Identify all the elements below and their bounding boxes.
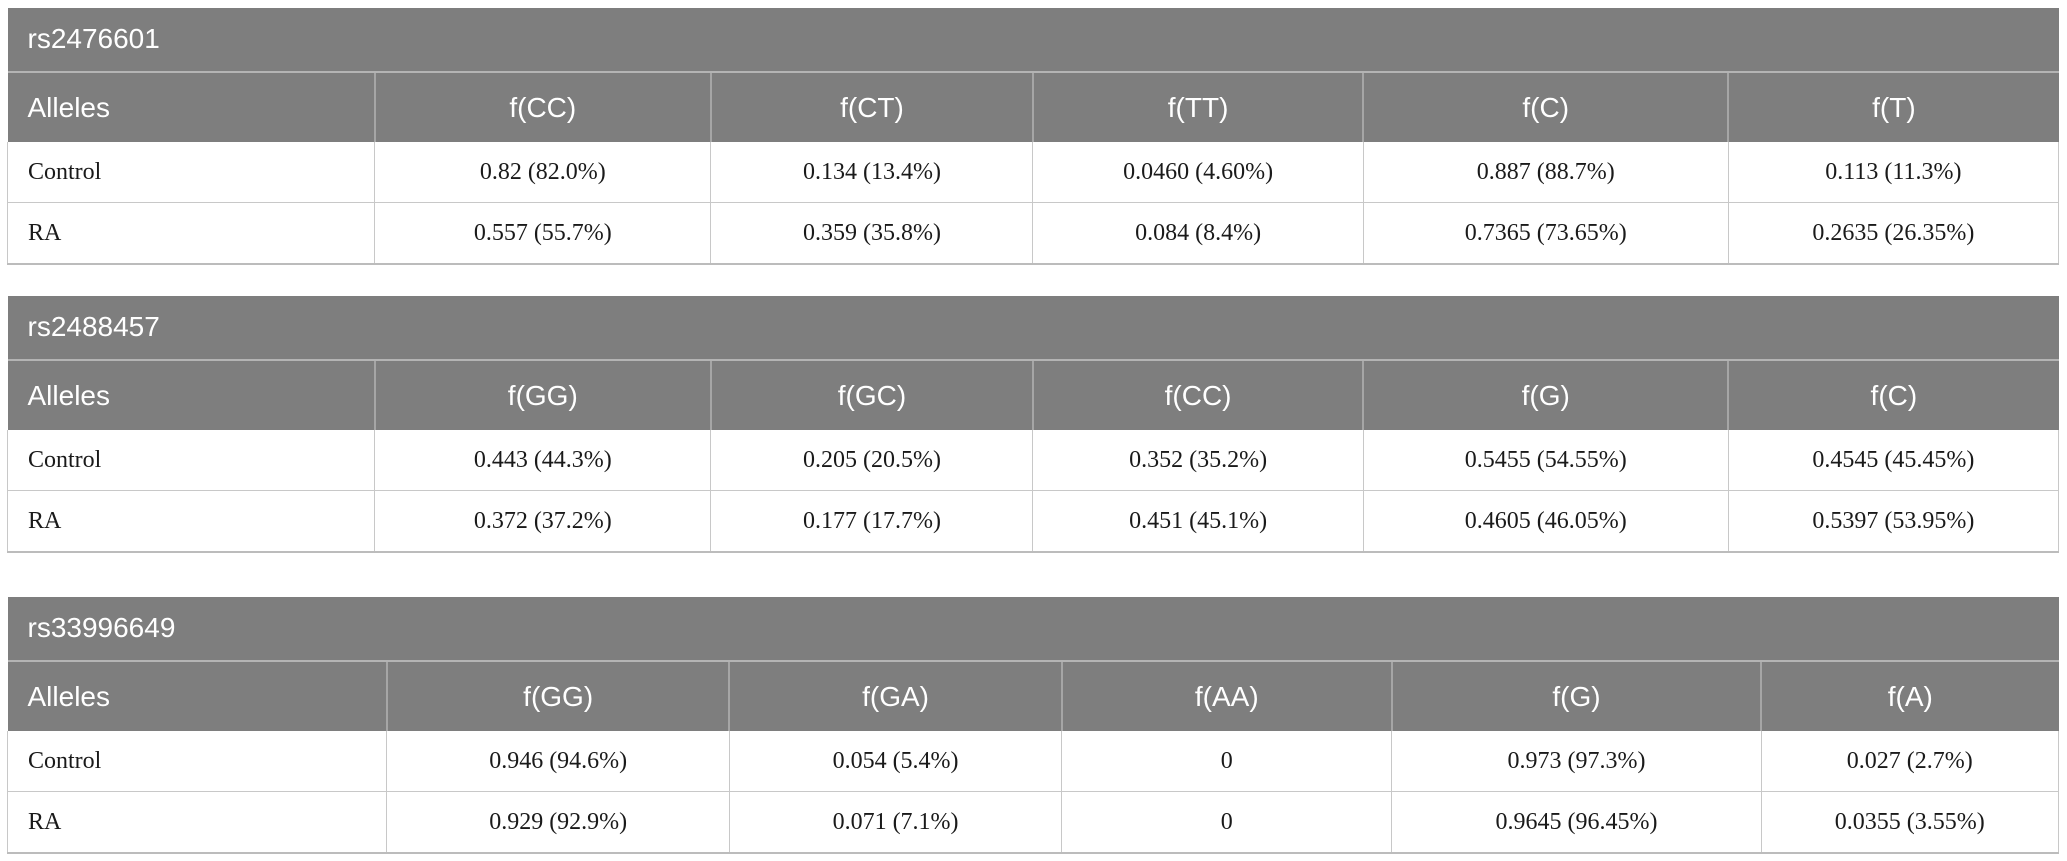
table-row-control: Control 0.946 (94.6%) 0.054 (5.4%) 0 0.9… [6, 731, 2060, 792]
data-cell: 0.027 (2.7%) [1760, 731, 2060, 792]
frequency-table-rs2476601: rs2476601 Alleles f(CC) f(CT) f(TT) f(C)… [6, 8, 2060, 265]
column-header: f(GA) [728, 661, 1062, 731]
data-cell: 0.359 (35.8%) [710, 202, 1034, 265]
column-header: f(GG) [385, 661, 730, 731]
data-cell: 0.82 (82.0%) [374, 142, 712, 203]
data-cell: 0.372 (37.2%) [374, 490, 712, 553]
column-header: f(G) [1362, 360, 1729, 430]
data-cell: 0.205 (20.5%) [710, 430, 1034, 491]
data-cell: 0.451 (45.1%) [1032, 490, 1364, 553]
column-header: f(AA) [1060, 661, 1392, 731]
data-cell: 0.4545 (45.45%) [1727, 430, 2060, 491]
column-header: f(CT) [709, 72, 1033, 142]
data-cell: 0.054 (5.4%) [728, 731, 1063, 792]
column-header: f(TT) [1031, 72, 1364, 142]
data-cell: 0.177 (17.7%) [710, 490, 1034, 553]
column-header-alleles: Alleles [7, 72, 375, 142]
row-label: Control [6, 430, 376, 491]
data-cell: 0.0355 (3.55%) [1760, 791, 2060, 854]
column-header: f(A) [1760, 661, 2059, 731]
column-header: f(C) [1727, 360, 2059, 430]
data-cell: 0.4605 (46.05%) [1362, 490, 1729, 553]
data-cell: 0 [1061, 791, 1393, 854]
data-cell: 0.0460 (4.60%) [1032, 142, 1364, 203]
table-row-control: Control 0.443 (44.3%) 0.205 (20.5%) 0.35… [6, 430, 2060, 491]
frequency-table-rs2488457: rs2488457 Alleles f(GG) f(GC) f(CC) f(G)… [6, 296, 2060, 553]
row-label: Control [6, 731, 388, 792]
table-row-ra: RA 0.929 (92.9%) 0.071 (7.1%) 0 0.9645 (… [6, 791, 2060, 854]
column-header: f(CC) [1031, 360, 1364, 430]
data-cell: 0.946 (94.6%) [386, 731, 730, 792]
table-title: rs33996649 [7, 597, 2059, 662]
table-title-row: rs2476601 [7, 8, 2059, 73]
column-header-alleles: Alleles [7, 360, 375, 430]
row-label: RA [6, 202, 376, 265]
table-row-ra: RA 0.557 (55.7%) 0.359 (35.8%) 0.084 (8.… [6, 202, 2060, 265]
row-label: RA [6, 490, 376, 553]
table-header-row: Alleles f(CC) f(CT) f(TT) f(C) f(T) [7, 72, 2059, 142]
column-header: f(C) [1362, 72, 1729, 142]
table-header-row: Alleles f(GG) f(GC) f(CC) f(G) f(C) [7, 360, 2059, 430]
data-cell: 0.443 (44.3%) [374, 430, 712, 491]
table-row-ra: RA 0.372 (37.2%) 0.177 (17.7%) 0.451 (45… [6, 490, 2060, 553]
frequency-table-rs33996649: rs33996649 Alleles f(GG) f(GA) f(AA) f(G… [6, 597, 2060, 854]
column-header: f(G) [1390, 661, 1762, 731]
row-label: RA [6, 791, 388, 854]
data-cell: 0.352 (35.2%) [1032, 430, 1364, 491]
column-header: f(CC) [373, 72, 711, 142]
data-cell: 0.2635 (26.35%) [1727, 202, 2060, 265]
data-cell: 0.9645 (96.45%) [1391, 791, 1762, 854]
table-title: rs2488457 [7, 296, 2059, 361]
table-title-row: rs33996649 [7, 597, 2059, 662]
data-cell: 0.929 (92.9%) [386, 791, 730, 854]
data-cell: 0.973 (97.3%) [1391, 731, 1762, 792]
data-cell: 0 [1061, 731, 1393, 792]
data-cell: 0.084 (8.4%) [1032, 202, 1364, 265]
column-header: f(T) [1727, 72, 2059, 142]
data-cell: 0.071 (7.1%) [728, 791, 1063, 854]
data-cell: 0.7365 (73.65%) [1362, 202, 1729, 265]
table-row-control: Control 0.82 (82.0%) 0.134 (13.4%) 0.046… [6, 142, 2060, 203]
table-title: rs2476601 [7, 8, 2059, 73]
table-title-row: rs2488457 [7, 296, 2059, 361]
data-cell: 0.113 (11.3%) [1727, 142, 2060, 203]
row-label: Control [6, 142, 376, 203]
data-cell: 0.134 (13.4%) [710, 142, 1034, 203]
data-cell: 0.5455 (54.55%) [1362, 430, 1729, 491]
data-cell: 0.5397 (53.95%) [1727, 490, 2060, 553]
column-header: f(GG) [373, 360, 711, 430]
table-header-row: Alleles f(GG) f(GA) f(AA) f(G) f(A) [7, 661, 2059, 731]
data-cell: 0.887 (88.7%) [1362, 142, 1729, 203]
column-header: f(GC) [709, 360, 1033, 430]
column-header-alleles: Alleles [7, 661, 387, 731]
data-cell: 0.557 (55.7%) [374, 202, 712, 265]
